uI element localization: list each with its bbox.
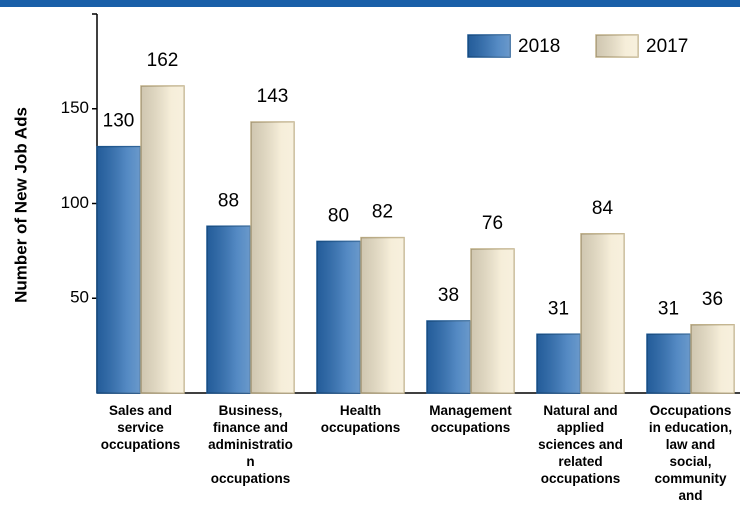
top-band [0, 0, 740, 7]
legend-label: 2017 [646, 36, 688, 57]
x-tick-label: Management occupations [429, 403, 512, 435]
bar [470, 248, 515, 394]
bar [646, 333, 691, 394]
bar [96, 145, 141, 394]
value-label: 162 [147, 50, 179, 71]
value-label: 36 [702, 289, 723, 310]
value-label: 31 [658, 298, 679, 319]
bar [426, 320, 471, 394]
legend-label: 2018 [518, 36, 560, 57]
value-label: 31 [548, 298, 569, 319]
bar [140, 85, 185, 394]
legend-swatch-shine [596, 35, 638, 57]
y-tick-label: 100 [61, 193, 89, 212]
x-tick-label: Business, finance and administratio n oc… [208, 403, 293, 486]
value-label: 80 [328, 205, 349, 226]
value-label: 82 [372, 202, 393, 223]
bar [580, 233, 625, 394]
x-tick-label: Occupations in education, law and social… [648, 403, 733, 503]
value-label: 76 [482, 213, 503, 234]
y-tick-label: 50 [70, 288, 89, 307]
x-tick-label: Health occupations [320, 403, 401, 435]
bar [316, 240, 361, 394]
x-tick-label: Natural and applied sciences and related… [538, 403, 623, 486]
value-label: 88 [218, 190, 239, 211]
bar [536, 333, 581, 394]
bar [690, 324, 735, 394]
y-axis-title: Number of New Job Ads [11, 107, 30, 303]
value-label: 84 [592, 198, 614, 219]
value-label: 38 [438, 285, 459, 306]
x-tick-label: Sales and service occupations [100, 403, 181, 452]
legend-swatch-shine [468, 35, 510, 57]
y-tick-label: 150 [61, 98, 89, 117]
value-label: 130 [103, 111, 135, 132]
bar [206, 225, 251, 394]
value-label: 143 [257, 86, 289, 107]
bar [250, 121, 295, 394]
bar [360, 236, 405, 394]
